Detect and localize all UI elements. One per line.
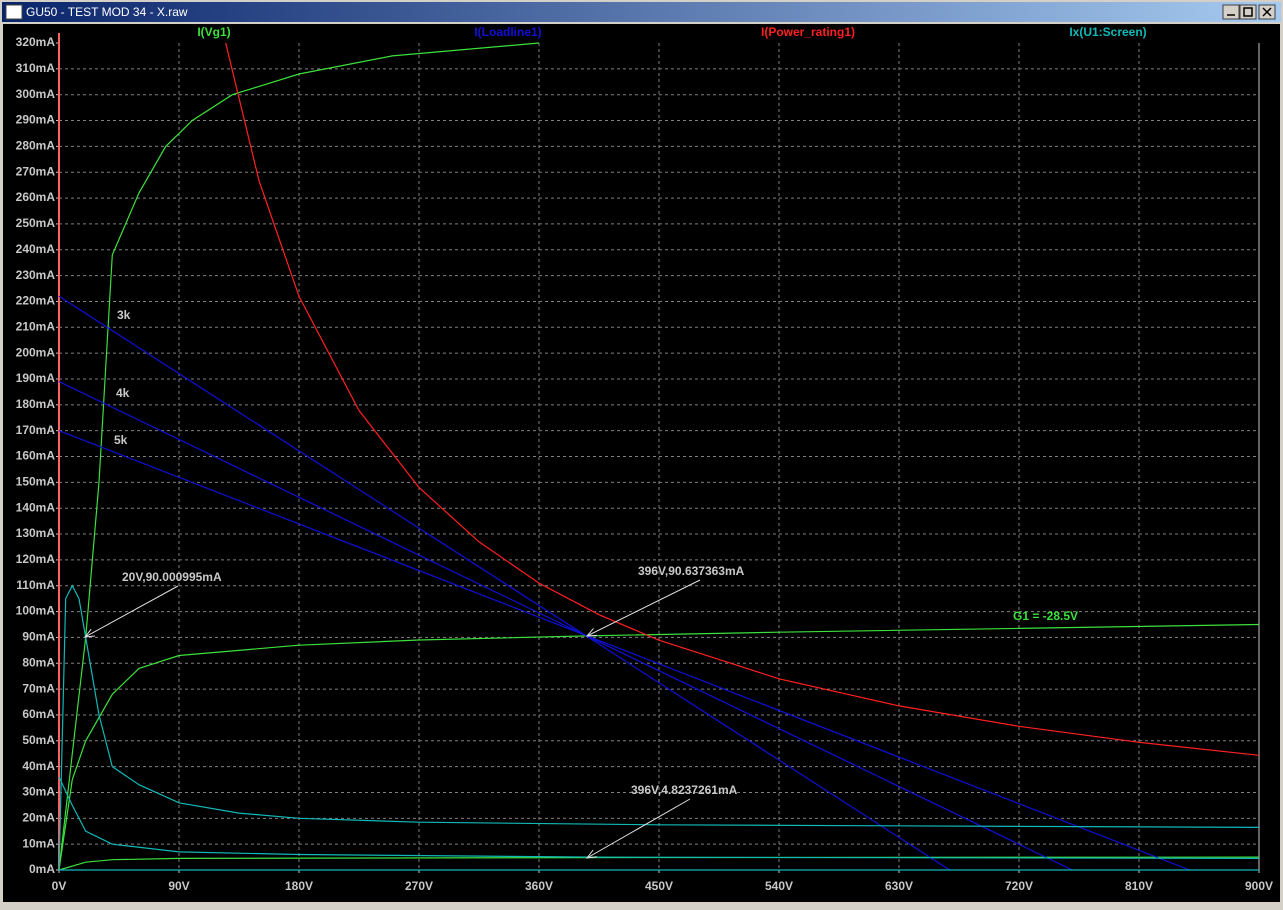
trace [58, 623, 1260, 871]
trace [58, 381, 1073, 871]
y-tick-label: 0mA [29, 862, 55, 876]
y-tick-label: 180mA [16, 397, 56, 411]
x-tick-label: 540V [765, 879, 793, 893]
y-tick-label: 280mA [16, 139, 56, 153]
y-tick-label: 250mA [16, 216, 56, 230]
y-tick-label: 20mA [22, 810, 55, 824]
trace [58, 295, 951, 871]
annotation: 3k [117, 308, 131, 322]
y-tick-label: 30mA [22, 785, 55, 799]
x-tick-label: 0V [52, 879, 67, 893]
annotation: 396V,90.637363mA [638, 564, 745, 578]
x-tick-label: 360V [525, 879, 553, 893]
y-tick-label: 70mA [22, 681, 55, 695]
y-tick-label: 300mA [16, 87, 56, 101]
y-tick-label: 60mA [22, 707, 55, 721]
x-tick-label: 810V [1125, 879, 1153, 893]
legend-entry: Ix(U1:Screen) [1069, 25, 1146, 39]
y-tick-label: 170mA [16, 423, 56, 437]
minimize-button[interactable] [1222, 4, 1240, 20]
y-tick-label: 150mA [16, 475, 56, 489]
title-bar [2, 2, 1281, 22]
plot: 0mA 10mA 20mA 30mA 40mA 50mA 60mA 70mA 80mA 90mA 1… [16, 25, 1273, 893]
y-tick-label: 260mA [16, 190, 56, 204]
y-tick-label: 240mA [16, 242, 56, 256]
app-icon [5, 4, 23, 20]
y-tick-label: 80mA [22, 655, 55, 669]
y-tick-label: 210mA [16, 319, 56, 333]
y-tick-label: 130mA [16, 526, 56, 540]
y-tick-label: 120mA [16, 552, 56, 566]
legend-entry: I(Loadline1) [474, 25, 541, 39]
plot-background [3, 24, 1280, 902]
y-tick-label: 10mA [22, 836, 55, 850]
x-tick-label: 900V [1245, 879, 1273, 893]
y-tick-label: 290mA [16, 113, 56, 127]
button-glyphs [1227, 7, 1272, 17]
maximize-button[interactable] [1239, 4, 1257, 20]
trace [58, 42, 540, 871]
legend-entry: I(Vg1) [197, 25, 230, 39]
y-tick-label: 110mA [16, 578, 55, 592]
y-tick-label: 200mA [16, 345, 56, 359]
y-tick-label: 160mA [16, 449, 56, 463]
annotation: G1 = -28.5V [1013, 609, 1078, 623]
y-tick-label: 230mA [16, 268, 56, 282]
y-tick-label: 50mA [22, 733, 55, 747]
annotation: 4k [116, 386, 130, 400]
trace [58, 430, 1190, 871]
y-tick-label: 320mA [16, 35, 56, 49]
x-tick-label: 180V [285, 879, 313, 893]
annotation-arrow [586, 798, 691, 859]
annotation-arrow [84, 585, 179, 638]
y-tick-label: 40mA [22, 759, 55, 773]
y-tick-label: 220mA [16, 294, 56, 308]
annotation: 20V,90.000995mA [122, 570, 222, 584]
legend-entry: I(Power_rating1) [761, 25, 855, 39]
x-tick-label: 270V [405, 879, 433, 893]
arrow-head [585, 849, 597, 859]
annotation-arrow [586, 579, 701, 637]
x-tick-label: 450V [645, 879, 673, 893]
x-tick-label: 90V [168, 879, 189, 893]
y-tick-label: 310mA [16, 61, 56, 75]
y-tick-label: 270mA [16, 164, 56, 178]
window-title: GU50 - TEST MOD 34 - X.raw [26, 5, 188, 19]
arrow-head [83, 628, 95, 638]
annotation: 5k [114, 433, 128, 447]
y-tick-label: 140mA [16, 500, 56, 514]
y-tick-label: 190mA [16, 371, 56, 385]
y-tick-label: 90mA [22, 630, 55, 644]
arrow-head [585, 628, 598, 637]
y-tick-label: 100mA [16, 604, 56, 618]
x-tick-label: 720V [1005, 879, 1033, 893]
trace [58, 776, 1260, 860]
annotation: 396V,4.8237261mA [631, 783, 738, 797]
window-buttons[interactable] [1222, 4, 1276, 20]
trace [225, 42, 1260, 756]
trace [58, 584, 1260, 871]
x-tick-label: 630V [885, 879, 913, 893]
